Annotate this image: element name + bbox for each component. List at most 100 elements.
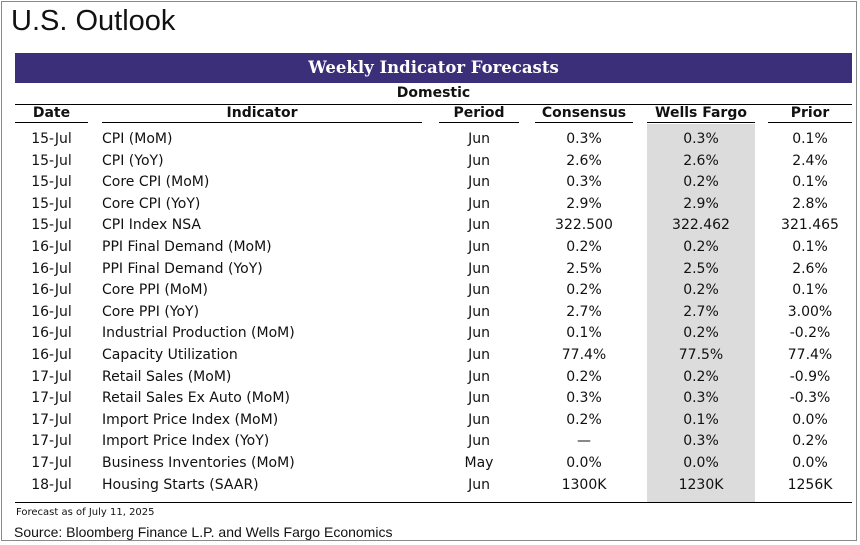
row-consensus: 0.3% [566,174,602,191]
row-wells-fargo: 0.0% [683,455,719,471]
row-period: Jun [468,217,490,234]
table-row: 17-Jul Import Price Index (MoM) Jun 0.2% 0.1… [2,410,858,432]
row-prior: 1256K [787,476,833,493]
row-wells-fargo: 2.9% [683,195,719,212]
table-row: 16-Jul Industrial Production (MoM) Jun 0.1%… [2,323,858,345]
table-row: 15-Jul CPI (MoM) Jun 0.3% 0.3% 0.1% [2,129,858,151]
row-consensus: 322.500 [555,217,613,234]
row-date: 15-Jul [31,195,72,212]
row-indicator: CPI (MoM) [102,131,173,147]
row-period: Jun [468,174,490,191]
row-indicator: CPI (YoY) [102,152,164,169]
row-date: 15-Jul [31,131,72,147]
table-row: 15-Jul CPI (YoY) Jun 2.6% 2.6% 2.4% [2,151,858,173]
row-period: Jun [468,282,490,299]
column-header-wells-fargo: Wells Fargo [647,105,755,123]
table-row: 16-Jul PPI Final Demand (YoY) Jun 2.5% 2.5% 2… [2,259,858,281]
row-wells-fargo: 0.3% [683,433,719,450]
row-indicator: Core CPI (YoY) [102,195,201,212]
row-period: Jun [468,152,490,169]
row-indicator: Housing Starts (SAAR) [102,476,259,493]
row-indicator: Capacity Utilization [102,347,238,363]
row-consensus: 77.4% [561,347,607,363]
table-row: 15-Jul Core CPI (YoY) Jun 2.9% 2.9% 2.8% [2,194,858,216]
row-date: 17-Jul [31,433,72,450]
row-wells-fargo: 2.5% [683,260,719,277]
column-header-date: Date [15,105,88,123]
row-period: Jun [468,239,490,255]
row-date: 16-Jul [31,303,72,320]
header-top-rule [15,104,852,105]
row-indicator: PPI Final Demand (MoM) [102,239,272,255]
row-period: Jun [468,131,490,147]
row-period: Jun [468,325,490,342]
row-wells-fargo: 0.2% [683,239,719,255]
row-wells-fargo: 0.2% [683,174,719,191]
table-row: 17-Jul Retail Sales (MoM) Jun 0.2% 0.2% -0.9% [2,367,858,389]
row-prior: 2.4% [792,152,828,169]
row-consensus: 2.5% [566,260,602,277]
row-prior: 2.6% [792,260,828,277]
row-date: 18-Jul [31,476,72,493]
row-consensus: 0.2% [566,282,602,299]
row-wells-fargo: 0.2% [683,325,719,342]
row-prior: 0.1% [792,282,828,299]
row-date: 15-Jul [31,174,72,191]
row-date: 17-Jul [31,411,72,428]
row-wells-fargo: 0.2% [683,282,719,299]
table-row: 16-Jul PPI Final Demand (MoM) Jun 0.2% 0.2% 0… [2,237,858,259]
row-period: Jun [468,476,490,493]
row-consensus: 2.7% [566,303,602,320]
row-consensus: 0.3% [566,390,602,407]
row-consensus: 0.2% [566,239,602,255]
row-date: 16-Jul [31,239,72,255]
row-wells-fargo: 2.6% [683,152,719,169]
row-consensus: 0.2% [566,411,602,428]
column-header-period: Period [439,105,519,123]
table-bottom-rule [15,502,852,503]
row-prior: 3.00% [787,303,833,320]
row-consensus: — [577,433,591,450]
table-banner: Weekly Indicator Forecasts [15,53,852,83]
row-prior: 0.0% [792,455,828,471]
row-consensus: 1300K [561,476,607,493]
table-row: 16-Jul Core PPI (YoY) Jun 2.7% 2.7% 3.00% [2,302,858,324]
row-date: 16-Jul [31,325,72,342]
row-period: May [464,455,494,471]
table-row: 17-Jul Retail Sales Ex Auto (MoM) Jun 0.3% 0… [2,388,858,410]
row-prior: 0.2% [792,433,828,450]
section-heading: Domestic [396,85,471,101]
row-indicator: Business Inventories (MoM) [102,455,295,471]
row-period: Jun [468,260,490,277]
row-wells-fargo: 322.462 [672,217,730,234]
row-indicator: CPI Index NSA [102,217,201,234]
row-indicator: Core CPI (MoM) [102,174,210,191]
row-date: 16-Jul [31,347,72,363]
column-header-consensus: Consensus [535,105,633,123]
row-wells-fargo: 2.7% [683,303,719,320]
page-title: U.S. Outlook [11,5,176,37]
table-row: 17-Jul Business Inventories (MoM) May 0.0% 0… [2,453,858,475]
row-prior: 0.0% [792,411,828,428]
row-date: 17-Jul [31,390,72,407]
row-wells-fargo: 0.2% [683,368,719,385]
row-indicator: Core PPI (YoY) [102,303,200,320]
row-consensus: 2.9% [566,195,602,212]
row-prior: -0.2% [789,325,831,342]
row-indicator: PPI Final Demand (YoY) [102,260,263,277]
table-row: 15-Jul Core CPI (MoM) Jun 0.3% 0.2% 0.1% [2,172,858,194]
row-consensus: 0.3% [566,131,602,147]
row-indicator: Import Price Index (MoM) [102,411,279,428]
row-indicator: Retail Sales Ex Auto (MoM) [102,390,290,407]
wells-fargo-column-shading [647,124,755,502]
row-period: Jun [468,195,490,212]
row-consensus: 0.0% [566,455,602,471]
row-date: 16-Jul [31,260,72,277]
row-prior: 77.4% [787,347,833,363]
row-date: 15-Jul [31,152,72,169]
row-period: Jun [468,390,490,407]
column-header-indicator: Indicator [102,105,422,123]
table-row: 15-Jul CPI Index NSA Jun 322.500 322.462 321.… [2,215,858,237]
row-prior: 0.1% [792,131,828,147]
table-row: 18-Jul Housing Starts (SAAR) Jun 1300K 1230K… [2,475,858,497]
